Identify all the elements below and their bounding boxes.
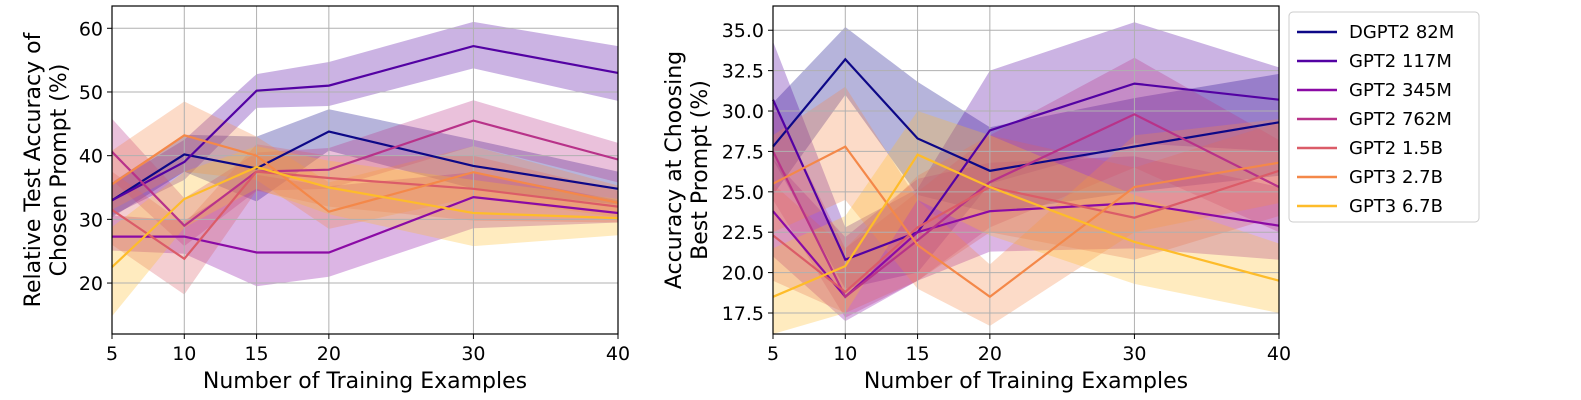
left-y-axis-label-line-2: Chosen Prompt (%) [47,64,72,277]
left-band-gpt3-6-7b [112,146,618,317]
left-y-tick-label: 30 [79,209,103,231]
legend-label: GPT3 6.7B [1349,196,1443,217]
left-x-tick-label: 30 [461,343,485,365]
right-band-gpt3-6-7b [773,111,1279,334]
left-line-gpt3-6-7b [111,165,619,268]
left-y-tick-label: 20 [79,273,103,295]
left-chart: 5 10 15 20 30 40 20 30 40 50 60 Number of Trainin… [21,5,630,394]
legend-label: GPT2 117M [1349,51,1452,72]
right-plot-frame [772,5,1280,335]
right-y-tick-label: 17.5 [722,303,764,325]
left-x-tick-label: 20 [317,343,341,365]
left-x-tick-label: 15 [244,343,268,365]
legend-label: GPT2 1.5B [1349,138,1443,159]
right-x-tick-label: 5 [767,343,779,365]
right-x-tick-label: 10 [833,343,857,365]
right-x-axis-label: Number of Training Examples [864,369,1188,394]
right-band-gpt2-1-5b [773,122,1279,313]
right-x-tick-label: 15 [905,343,929,365]
left-band-gpt3-2-7b [112,101,618,229]
right-band-dgpt2-82m [773,27,1279,213]
left-line-gpt3-2-7b [111,134,619,213]
left-line-dgpt2-82m [111,130,619,202]
right-band-gpt3-2-7b [773,86,1279,326]
right-y-tick-label: 25.0 [722,182,764,204]
right-line-dgpt2-82m [772,57,1280,172]
left-band-gpt2-762m [112,100,618,247]
left-band-gpt2-345m [112,172,618,287]
left-x-axis-label: Number of Training Examples [203,369,527,394]
right-x-tick-label: 20 [978,343,1002,365]
left-x-tick-label: 10 [172,343,196,365]
right-band-gpt2-345m [773,156,1279,322]
legend-label: GPT2 762M [1349,109,1452,130]
right-y-axis-label-line-1: Accuracy at Choosing [662,51,687,289]
right-y-tick-label: 30.0 [722,101,764,123]
right-line-gpt3-6-7b [772,153,1280,298]
right-line-gpt2-1-5b [772,169,1280,294]
right-line-gpt2-762m [772,113,1280,299]
legend-label: GPT3 2.7B [1349,167,1443,188]
legend-label: DGPT2 82M [1349,22,1454,43]
left-line-gpt2-1-5b [111,170,619,261]
left-line-gpt2-117m [111,44,619,202]
right-x-tick-label: 40 [1267,343,1291,365]
legend-box [1288,11,1480,223]
left-x-tick-label: 5 [106,343,118,365]
right-y-tick-label: 35.0 [722,20,764,42]
left-band-gpt2-117m [112,21,618,216]
left-y-tick-label: 50 [79,82,103,104]
right-y-tick-label: 27.5 [722,141,764,163]
right-line-gpt2-117m [771,82,1280,262]
right-chart: 5 10 15 20 30 40 17.5 20.0 22.5 25.0 27.5 30.0 32.5… [662,5,1291,394]
right-y-axis-label-line-2: Best Prompt (%) [688,80,713,260]
right-line-gpt3-2-7b [772,145,1280,299]
right-y-tick-label: 32.5 [722,61,764,83]
left-line-gpt2-762m [111,119,619,228]
legend: DGPT2 82M GPT2 117M GPT2 345M GPT2 762M GPT2… [1288,11,1480,223]
left-band-gpt2-1-5b [112,144,618,295]
legend-label: GPT2 345M [1349,80,1452,101]
left-y-axis-label-line-1: Relative Test Accuracy of [21,31,46,307]
right-y-tick-label: 22.5 [722,222,764,244]
left-line-gpt2-345m [112,195,619,254]
left-plot-frame [111,5,619,335]
right-y-tick-label: 20.0 [722,263,764,285]
right-x-tick-label: 30 [1122,343,1146,365]
left-y-tick-label: 40 [79,146,103,168]
left-x-tick-label: 40 [606,343,630,365]
left-y-tick-label: 60 [79,18,103,40]
